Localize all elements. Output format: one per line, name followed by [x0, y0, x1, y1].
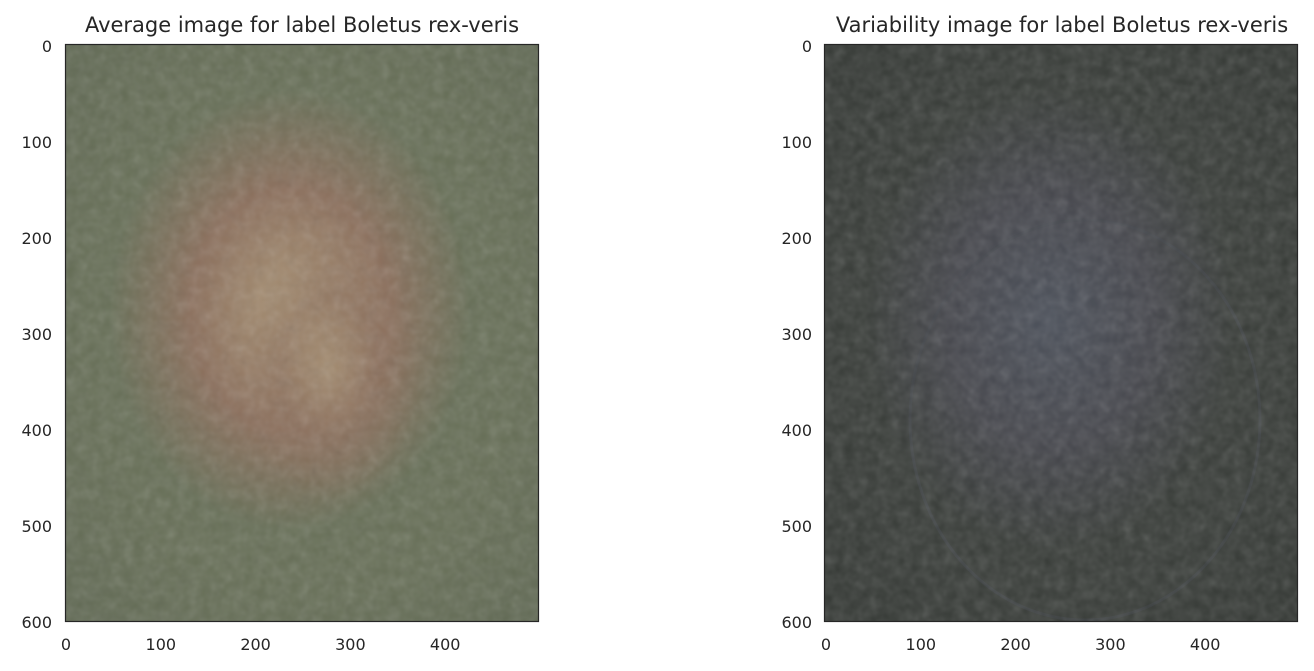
variability-image-title: Variability image for label Boletus rex-…	[836, 13, 1288, 37]
variability-image-y-tick-label: 100	[781, 133, 812, 152]
variability-image-y-tick-label: 600	[781, 613, 812, 632]
average-image-y-tick-label: 0	[42, 37, 52, 56]
average-image-y-ticks: 0 100 200 300 400 500 600	[21, 37, 52, 632]
variability-image-y-ticks: 0 100 200 300 400 500 600	[781, 37, 812, 632]
variability-image-y-tick-label: 500	[781, 517, 812, 536]
variability-image-x-ticks: 0 100 200 300 400	[821, 635, 1221, 654]
variability-image-y-tick-label: 200	[781, 229, 812, 248]
average-image-panel: Average image for label Boletus rex-veri…	[21, 13, 540, 654]
average-image-y-tick-label: 200	[21, 229, 52, 248]
average-image-texture	[66, 45, 539, 622]
variability-image-panel: Variability image for label Boletus rex-…	[781, 13, 1299, 654]
average-image-x-tick-label: 400	[430, 635, 461, 654]
variability-image-x-tick-label: 200	[1000, 635, 1031, 654]
variability-image-x-tick-label: 100	[906, 635, 937, 654]
average-image-y-tick-label: 500	[21, 517, 52, 536]
variability-image-x-tick-label: 400	[1190, 635, 1221, 654]
variability-image-y-tick-label: 300	[781, 325, 812, 344]
average-image-y-tick-label: 400	[21, 421, 52, 440]
average-image-y-tick-label: 100	[21, 133, 52, 152]
average-image-x-tick-label: 0	[61, 635, 71, 654]
average-image-y-tick-label: 600	[21, 613, 52, 632]
average-image-y-tick-label: 300	[21, 325, 52, 344]
variability-image-frame	[823, 43, 1299, 623]
variability-image-texture	[825, 45, 1298, 622]
average-image-x-ticks: 0 100 200 300 400	[61, 635, 461, 654]
average-image-frame	[64, 43, 540, 623]
variability-image-y-tick-label: 400	[781, 421, 812, 440]
variability-image-x-tick-label: 300	[1095, 635, 1126, 654]
average-image-title: Average image for label Boletus rex-veri…	[85, 13, 519, 37]
average-image-x-tick-label: 300	[335, 635, 366, 654]
variability-image-y-tick-label: 0	[802, 37, 812, 56]
average-image-x-tick-label: 100	[146, 635, 177, 654]
average-image-x-tick-label: 200	[240, 635, 271, 654]
variability-image-x-tick-label: 0	[821, 635, 831, 654]
